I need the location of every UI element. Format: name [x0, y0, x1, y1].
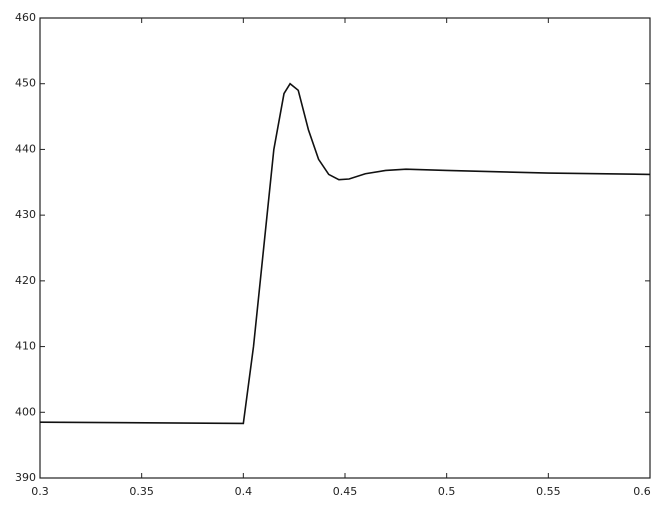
x-tick-label: 0.35	[129, 485, 154, 498]
y-tick-label: 390	[15, 471, 36, 484]
y-tick-label: 420	[15, 274, 36, 287]
x-tick-label: 0.5	[438, 485, 456, 498]
plot-frame	[40, 18, 650, 478]
chart: 390 400 410 420 430 440 450 460 0.3 0.35 0.4 0.45 0.…	[0, 0, 653, 516]
x-tick-label: 0.4	[235, 485, 253, 498]
y-tick-label: 430	[15, 208, 36, 221]
x-tick-label: 0.3	[31, 485, 49, 498]
x-tick-label: 0.45	[333, 485, 358, 498]
y-tick-label: 440	[15, 142, 36, 155]
data-line	[40, 84, 650, 424]
x-tick-label: 0.55	[536, 485, 561, 498]
y-tick-label: 400	[15, 405, 36, 418]
x-tick-label: 0.6	[633, 485, 651, 498]
y-tick-label: 460	[15, 11, 36, 24]
page: {"chart_data": {"type": "line", "x": [0.…	[0, 0, 653, 516]
y-tick-label: 410	[15, 340, 36, 353]
y-tick-label: 450	[15, 77, 36, 90]
